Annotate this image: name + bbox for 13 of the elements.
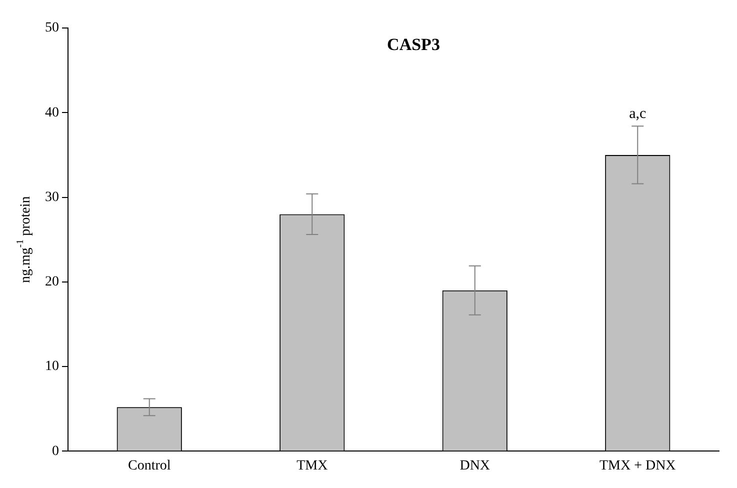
x-tick-label: Control <box>128 458 171 474</box>
y-axis-title: ng.mg-1 protein <box>14 196 34 283</box>
x-tick-label: TMX <box>296 458 328 474</box>
chart-title: CASP3 <box>387 35 440 54</box>
y-tick-label: 10 <box>45 359 59 374</box>
y-tick-label: 30 <box>45 190 59 205</box>
x-tick-label: DNX <box>460 458 490 474</box>
y-tick-label: 50 <box>45 20 59 36</box>
x-tick-label: TMX + DNX <box>599 458 676 474</box>
y-tick-label: 40 <box>45 105 59 120</box>
y-tick-label: 0 <box>52 444 59 459</box>
annotation: a,c <box>629 106 646 122</box>
y-tick-label: 20 <box>45 274 59 290</box>
